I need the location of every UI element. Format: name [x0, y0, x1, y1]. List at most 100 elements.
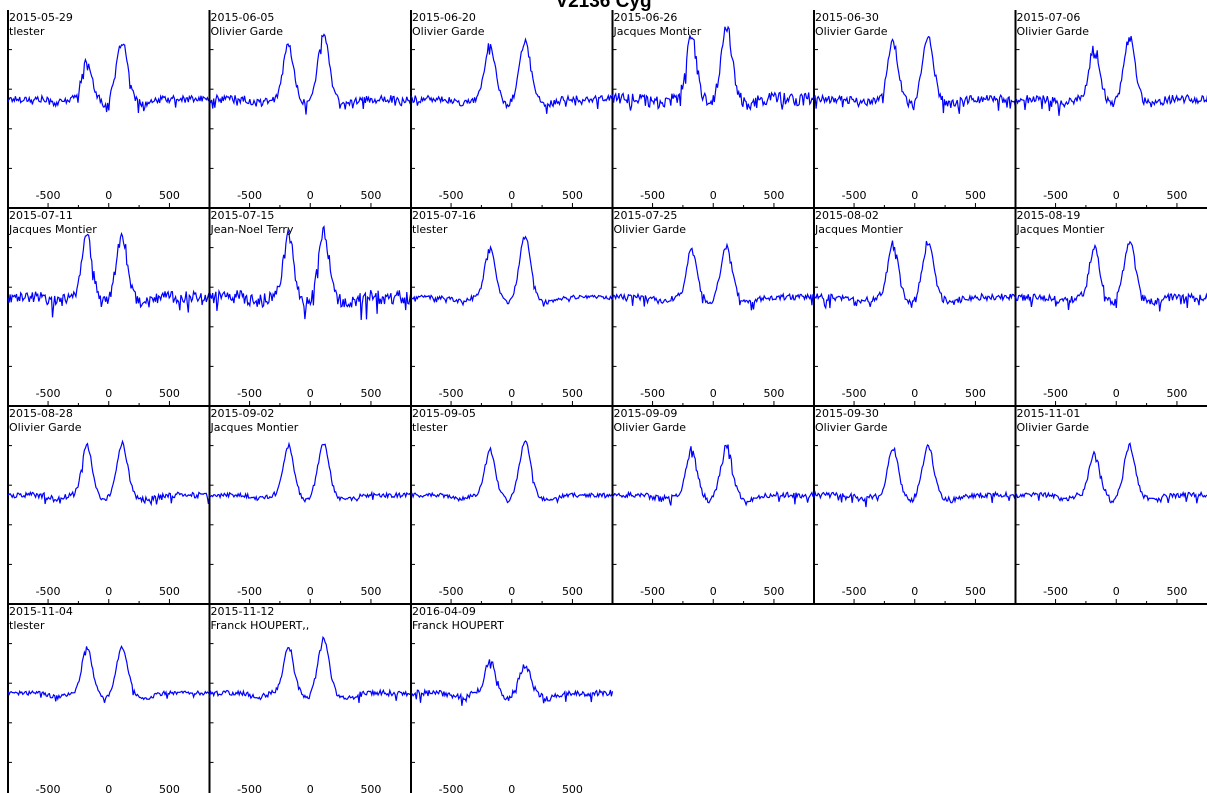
- panel-date: 2015-11-04: [9, 605, 73, 618]
- panel-observer: Olivier Garde: [211, 25, 284, 38]
- x-tick-label: 500: [965, 189, 986, 202]
- panel-date: 2015-09-09: [614, 407, 678, 420]
- x-tick-label: 0: [508, 189, 515, 202]
- x-tick-label: -500: [237, 189, 262, 202]
- panel-observer: Jacques Montier: [210, 421, 299, 434]
- panel-date: 2015-07-16: [412, 209, 476, 222]
- spectrum-line: [209, 33, 412, 115]
- spectrum-line: [1015, 35, 1207, 116]
- x-tick-label: 500: [1166, 387, 1187, 400]
- panel-date: 2016-04-09: [412, 605, 476, 618]
- x-tick-label: 0: [1113, 387, 1120, 400]
- spectrum-line: [813, 240, 1016, 310]
- x-tick-label: 0: [307, 783, 314, 793]
- panel-observer: Olivier Garde: [9, 421, 82, 434]
- panel-date: 2015-07-11: [9, 209, 73, 222]
- panel-date: 2015-06-20: [412, 11, 476, 24]
- x-tick-label: -500: [1043, 387, 1068, 400]
- x-tick-label: 500: [1166, 585, 1187, 598]
- panel-observer: Olivier Garde: [815, 25, 888, 38]
- panel-date: 2015-08-19: [1017, 209, 1081, 222]
- panel-observer: Franck HOUPERT: [412, 619, 504, 632]
- x-tick-label: 500: [1166, 189, 1187, 202]
- x-tick-label: 500: [360, 387, 381, 400]
- x-tick-label: 0: [1113, 189, 1120, 202]
- spectrum-line: [7, 439, 211, 507]
- panel-date: 2015-05-29: [9, 11, 73, 24]
- x-tick-label: -500: [640, 387, 665, 400]
- panel-observer: Franck HOUPERT,,: [211, 619, 310, 632]
- x-tick-label: 0: [710, 387, 717, 400]
- x-tick-label: -500: [439, 585, 464, 598]
- x-tick-label: 500: [562, 783, 583, 793]
- x-tick-label: 0: [508, 783, 515, 793]
- x-tick-label: -500: [36, 387, 61, 400]
- x-tick-label: 0: [105, 387, 112, 400]
- spectrum-line: [208, 225, 412, 321]
- spectrum-line: [7, 644, 210, 703]
- x-tick-label: 500: [965, 387, 986, 400]
- spectrum-line: [209, 441, 412, 504]
- panel-date: 2015-06-30: [815, 11, 879, 24]
- x-tick-label: -500: [842, 189, 867, 202]
- panel-observer: Olivier Garde: [815, 421, 888, 434]
- x-tick-label: -500: [842, 387, 867, 400]
- panel-observer: tlester: [9, 25, 45, 38]
- panel-date: 2015-09-05: [412, 407, 476, 420]
- x-tick-label: 0: [508, 585, 515, 598]
- x-tick-label: 500: [763, 585, 784, 598]
- x-tick-label: 500: [763, 189, 784, 202]
- spectrum-line: [410, 659, 614, 706]
- x-tick-label: -500: [640, 189, 665, 202]
- x-tick-label: 0: [307, 585, 314, 598]
- panel-observer: Jacques Montier: [613, 25, 702, 38]
- x-tick-label: 0: [105, 585, 112, 598]
- x-tick-label: -500: [237, 585, 262, 598]
- x-tick-label: -500: [439, 783, 464, 793]
- x-tick-label: 0: [710, 585, 717, 598]
- spectrum-line: [612, 444, 815, 507]
- x-tick-label: 0: [911, 585, 918, 598]
- panel-observer: Olivier Garde: [614, 223, 687, 236]
- x-tick-label: 500: [763, 387, 784, 400]
- spectrum-line: [410, 235, 613, 307]
- panel-observer: Jacques Montier: [814, 223, 903, 236]
- x-tick-label: 0: [105, 783, 112, 793]
- x-tick-label: -500: [237, 387, 262, 400]
- panel-date: 2015-09-30: [815, 407, 879, 420]
- x-tick-label: -500: [36, 783, 61, 793]
- spectrum-line: [7, 231, 211, 318]
- x-tick-label: -500: [1043, 585, 1068, 598]
- panel-date: 2015-11-12: [211, 605, 275, 618]
- x-tick-label: 0: [105, 189, 112, 202]
- spectrum-line: [813, 35, 1017, 114]
- chart-title: V2136 Cyg: [555, 0, 652, 12]
- panel-observer: Olivier Garde: [1017, 421, 1090, 434]
- spectrum-line: [813, 443, 1017, 508]
- panel-observer: Olivier Garde: [412, 25, 485, 38]
- panel-observer: Jean-Noel Terry: [210, 223, 294, 236]
- x-tick-label: -500: [439, 387, 464, 400]
- panel-date: 2015-07-15: [211, 209, 275, 222]
- panel-date: 2015-08-02: [815, 209, 879, 222]
- x-tick-label: 0: [307, 387, 314, 400]
- spectrum-line: [410, 37, 614, 114]
- x-tick-label: 500: [965, 585, 986, 598]
- panel-date: 2015-06-26: [614, 11, 678, 24]
- x-tick-label: 0: [710, 189, 717, 202]
- panel-observer: Olivier Garde: [1017, 25, 1090, 38]
- x-tick-label: 0: [307, 189, 314, 202]
- spectrum-line: [208, 635, 412, 703]
- panel-date: 2015-08-28: [9, 407, 73, 420]
- x-tick-label: 500: [159, 189, 180, 202]
- x-tick-label: -500: [439, 189, 464, 202]
- panel-observer: Jacques Montier: [8, 223, 97, 236]
- spectrum-line: [611, 242, 815, 311]
- panel-date: 2015-09-02: [211, 407, 275, 420]
- panel-observer: Olivier Garde: [614, 421, 687, 434]
- panel-date: 2015-07-06: [1017, 11, 1081, 24]
- x-tick-label: 500: [159, 783, 180, 793]
- x-tick-label: -500: [1043, 189, 1068, 202]
- panel-date: 2015-06-05: [211, 11, 275, 24]
